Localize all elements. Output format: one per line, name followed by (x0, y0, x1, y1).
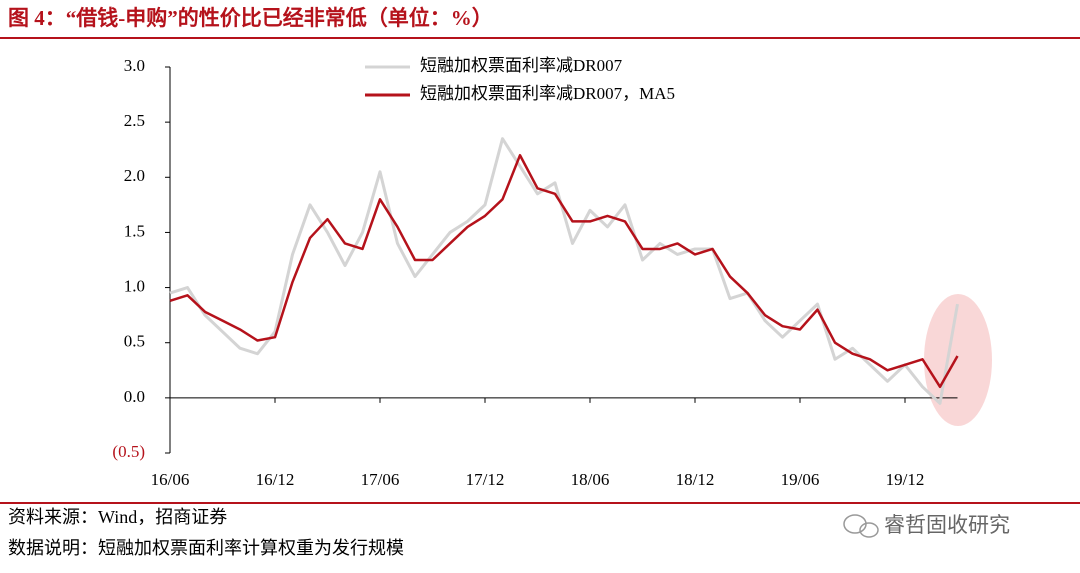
series-line (169, 137, 959, 405)
highlight (924, 294, 992, 426)
y-tick-label: 0.5 (124, 332, 145, 351)
y-tick-label: 1.0 (124, 276, 145, 295)
x-tick-label: 18/06 (571, 470, 610, 489)
chart-title: 图 4：“借钱-申购”的性价比已经非常低（单位：%） (8, 6, 493, 30)
y-tick-label: 3.0 (124, 56, 145, 75)
watermark-icon (843, 514, 879, 538)
legend-label: 短融加权票面利率减DR007，MA5 (420, 84, 675, 103)
x-tick-label: 19/06 (781, 470, 820, 489)
y-tick-label: 1.5 (124, 221, 145, 240)
x-tick-label: 18/12 (676, 470, 715, 489)
y-tick-label: 2.0 (124, 166, 145, 185)
source: 资料来源：Wind，招商证券 (8, 507, 227, 527)
x-tick-label: 17/06 (361, 470, 400, 489)
x-tick-label: 19/12 (886, 470, 925, 489)
legend-label: 短融加权票面利率减DR007 (420, 56, 623, 75)
x-tick-label: 16/06 (151, 470, 190, 489)
x-tick-label: 17/12 (466, 470, 505, 489)
note: 数据说明：短融加权票面利率计算权重为发行规模 (8, 538, 404, 558)
watermark: 睿哲固收研究 (884, 513, 1010, 537)
y-tick-label: (0.5) (112, 442, 145, 461)
y-tick-label: 0.0 (124, 387, 145, 406)
y-tick-label: 2.5 (124, 111, 145, 130)
x-tick-label: 16/12 (256, 470, 295, 489)
series-line (169, 153, 959, 389)
